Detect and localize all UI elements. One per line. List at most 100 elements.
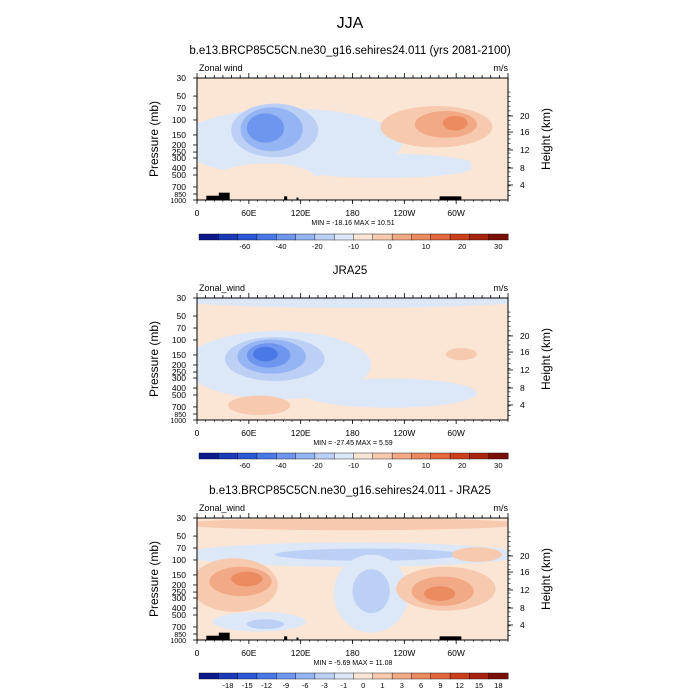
height-tick-label: 16 bbox=[520, 567, 530, 577]
height-tick-label: 8 bbox=[520, 163, 525, 173]
y-tick-label: 100 bbox=[172, 115, 186, 125]
colorbar-label: -40 bbox=[276, 242, 287, 251]
min-max-stats: MIN = -5.69 MAX = 11.08 bbox=[314, 660, 393, 667]
y-axis-title: Pressure (mb) bbox=[147, 321, 161, 397]
colorbar-swatch bbox=[333, 672, 354, 680]
y-tick-label: 1000 bbox=[170, 198, 186, 205]
colorbar-label: -60 bbox=[239, 461, 250, 470]
x-tick-label: 0 bbox=[195, 428, 200, 438]
height-tick-label: 12 bbox=[520, 585, 530, 595]
colorbar-label: 1 bbox=[380, 681, 384, 690]
colorbar-label: -60 bbox=[239, 242, 250, 251]
colorbar-label: -6 bbox=[302, 681, 309, 690]
colorbar-swatch bbox=[372, 233, 393, 241]
colorbar-label: -1 bbox=[341, 681, 348, 690]
colorbar-label: -10 bbox=[348, 242, 359, 251]
height-axis-title: Height (km) bbox=[539, 328, 553, 390]
contour-region bbox=[197, 298, 508, 308]
panel-title: JRA25 bbox=[333, 265, 368, 277]
height-tick-label: 20 bbox=[520, 111, 530, 121]
topography-mark bbox=[296, 637, 299, 640]
topography-mark bbox=[284, 196, 288, 200]
y-tick-label: 150 bbox=[172, 130, 186, 140]
colorbar-swatch bbox=[488, 672, 509, 680]
y-tick-label: 70 bbox=[177, 323, 187, 333]
chart-panel-1: b.e13.BRCP85C5CN.ne30_g16.sehires24.011 … bbox=[147, 45, 553, 251]
contour-region bbox=[215, 163, 316, 193]
panel-title: b.e13.BRCP85C5CN.ne30_g16.sehires24.011 … bbox=[189, 45, 511, 57]
colorbar: -18 -15 -12 -9 -6 -3 -1 0 1 3 6 9 12 15 18 bbox=[198, 672, 509, 690]
colorbar-swatch bbox=[469, 672, 490, 680]
contour-fills bbox=[197, 518, 508, 640]
colorbar-label: -15 bbox=[242, 681, 253, 690]
y-tick-label: 400 bbox=[172, 603, 186, 613]
colorbar-swatch bbox=[391, 672, 412, 680]
colorbar-swatch bbox=[276, 233, 297, 241]
colorbar-label: 20 bbox=[458, 461, 466, 470]
colorbar-swatch bbox=[314, 672, 335, 680]
x-tick-label: 0 bbox=[195, 648, 200, 658]
y-tick-label: 700 bbox=[172, 182, 186, 192]
min-max-stats: MIN = -27.45 MAX = 5.59 bbox=[313, 440, 392, 447]
y-tick-label: 300 bbox=[172, 373, 186, 383]
left-label: Zonal wind bbox=[199, 63, 243, 73]
x-tick-label: 180 bbox=[345, 208, 359, 218]
x-tick-label: 60E bbox=[241, 648, 256, 658]
colorbar-swatch bbox=[488, 452, 509, 460]
colorbar-swatch bbox=[353, 233, 374, 241]
y-tick-label: 850 bbox=[174, 412, 186, 419]
y-tick-label: 700 bbox=[172, 402, 186, 412]
colorbar-swatch bbox=[333, 452, 354, 460]
height-tick-label: 12 bbox=[520, 145, 530, 155]
colorbar-label: -10 bbox=[348, 461, 359, 470]
y-tick-label: 700 bbox=[172, 622, 186, 632]
x-tick-label: 120E bbox=[291, 428, 311, 438]
colorbar-swatch bbox=[256, 452, 277, 460]
contour-fills bbox=[197, 298, 508, 416]
contour-region bbox=[231, 571, 263, 587]
colorbar-swatch bbox=[314, 233, 335, 241]
topography-mark bbox=[218, 192, 230, 200]
topography-mark bbox=[218, 632, 230, 640]
topography-mark bbox=[206, 635, 225, 640]
colorbar-swatch bbox=[333, 233, 354, 241]
colorbar-swatch bbox=[198, 452, 219, 460]
colorbar-swatch bbox=[218, 233, 239, 241]
height-tick-label: 4 bbox=[520, 620, 525, 630]
y-axis-title: Pressure (mb) bbox=[147, 101, 161, 177]
contour-region bbox=[246, 619, 285, 630]
colorbar-swatch bbox=[218, 452, 239, 460]
y-tick-label: 50 bbox=[177, 531, 187, 541]
topography-mark bbox=[284, 636, 288, 640]
colorbar-swatch bbox=[256, 672, 277, 680]
contour-region bbox=[424, 586, 456, 601]
colorbar-swatch bbox=[430, 672, 451, 680]
colorbar-label: 3 bbox=[400, 681, 404, 690]
y-tick-label: 200 bbox=[172, 360, 186, 370]
contour-region bbox=[197, 79, 508, 102]
contour-region bbox=[452, 547, 502, 562]
colorbar-swatch bbox=[391, 233, 412, 241]
y-tick-label: 200 bbox=[172, 140, 186, 150]
colorbar-swatch bbox=[353, 672, 374, 680]
x-tick-label: 0 bbox=[195, 208, 200, 218]
colorbar-swatch bbox=[353, 452, 374, 460]
colorbar-swatch bbox=[237, 233, 258, 241]
min-max-stats: MIN = -18.16 MAX = 10.51 bbox=[311, 220, 394, 227]
x-tick-label: 120W bbox=[393, 208, 415, 218]
colorbar-label: 0 bbox=[388, 242, 392, 251]
chart-panel-3: b.e13.BRCP85C5CN.ne30_g16.sehires24.011 … bbox=[147, 485, 553, 690]
y-tick-label: 1000 bbox=[170, 638, 186, 645]
colorbar-swatch bbox=[430, 452, 451, 460]
colorbar-swatch bbox=[372, 672, 393, 680]
y-tick-label: 500 bbox=[172, 170, 186, 180]
y-tick-label: 30 bbox=[177, 73, 187, 83]
y-tick-label: 150 bbox=[172, 570, 186, 580]
colorbar-label: 9 bbox=[438, 681, 442, 690]
colorbar-label: -18 bbox=[223, 681, 234, 690]
topography-mark bbox=[439, 636, 462, 640]
contour-region bbox=[327, 315, 508, 384]
contour-region bbox=[252, 346, 278, 362]
y-tick-label: 200 bbox=[172, 580, 186, 590]
colorbar-label: 12 bbox=[456, 681, 464, 690]
